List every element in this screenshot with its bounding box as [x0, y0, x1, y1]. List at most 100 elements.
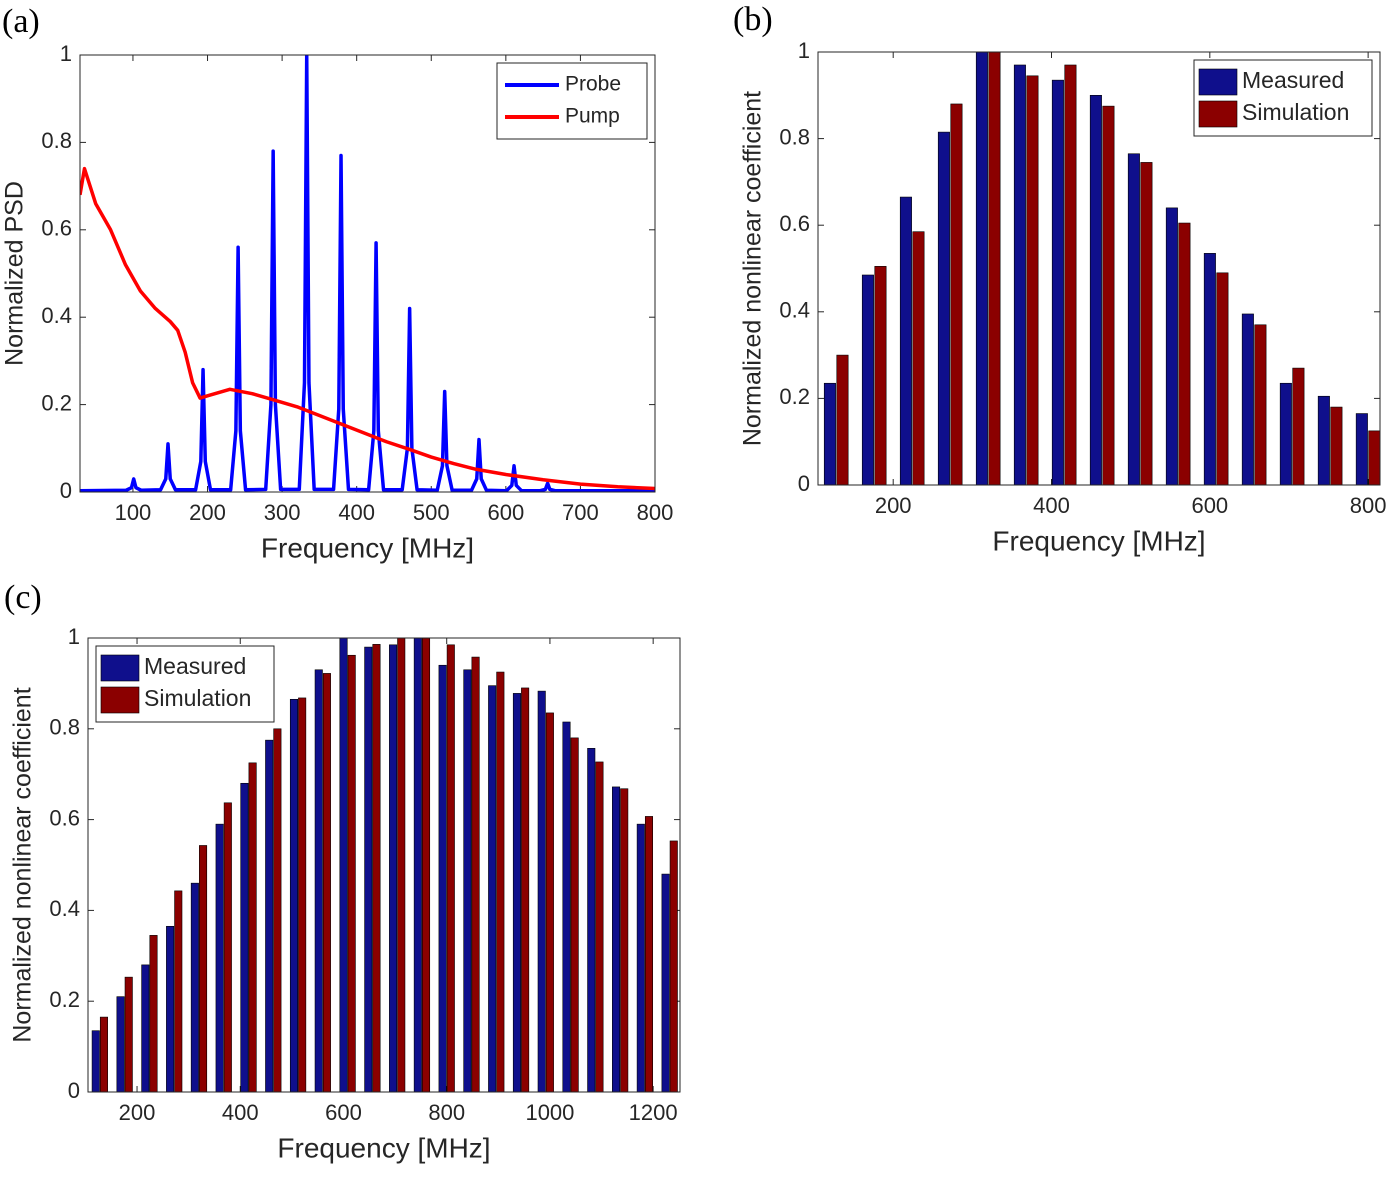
plot-marks: [823, 52, 1380, 485]
y-tick-label: 1: [798, 38, 810, 63]
bar: [99, 1016, 108, 1092]
bar: [347, 654, 356, 1092]
bar: [413, 638, 422, 1092]
x-axis-label: Frequency [MHz]: [992, 525, 1205, 556]
x-tick-label: 200: [119, 1100, 156, 1125]
bar: [1127, 153, 1140, 485]
x-tick-label: 200: [875, 493, 912, 518]
x-tick-label: 600: [487, 500, 524, 525]
bar: [562, 721, 571, 1092]
x-tick-label: 400: [338, 500, 375, 525]
bar: [298, 697, 307, 1092]
bar: [372, 644, 381, 1092]
x-axis-label: Frequency [MHz]: [261, 532, 474, 563]
legend-swatch: [100, 686, 140, 714]
x-tick-label: 800: [428, 1100, 465, 1125]
bar: [1317, 395, 1330, 485]
y-tick-label: 1: [68, 624, 80, 649]
bar: [488, 685, 497, 1092]
bar: [422, 638, 431, 1092]
bar: [364, 646, 373, 1092]
x-tick-label: 400: [1033, 493, 1070, 518]
plot-frame: [79, 54, 656, 493]
y-tick-label: 0.6: [41, 216, 72, 241]
bar: [587, 748, 596, 1092]
bar: [975, 52, 988, 485]
bar: [620, 788, 629, 1092]
x-tick-label: 700: [562, 500, 599, 525]
bar: [874, 266, 887, 485]
bar: [521, 687, 530, 1092]
bar: [141, 964, 150, 1092]
bar: [545, 712, 554, 1092]
y-axis-label: Normalized PSD: [1, 181, 29, 366]
bar: [199, 845, 208, 1092]
legend-label: Simulation: [1242, 99, 1349, 125]
y-tick-label: 0.8: [41, 128, 72, 153]
bar: [1051, 79, 1064, 485]
bar: [265, 739, 274, 1092]
bar: [1241, 313, 1254, 485]
legend-label: Pump: [565, 105, 620, 128]
bar: [124, 976, 133, 1092]
y-tick-label: 0.8: [49, 715, 80, 740]
bar: [537, 690, 546, 1092]
bar: [322, 673, 331, 1092]
plot-frame: [87, 637, 681, 1093]
plot-marks: [91, 638, 678, 1092]
line-series: [80, 55, 655, 492]
legend-box: [496, 62, 648, 140]
bar: [1140, 162, 1153, 485]
x-tick-label: 800: [1350, 493, 1387, 518]
bar: [174, 890, 183, 1092]
x-tick-label: 400: [222, 1100, 259, 1125]
y-tick-label: 0.2: [49, 987, 80, 1012]
bar: [1292, 367, 1305, 485]
bar: [1102, 105, 1115, 485]
legend-swatch: [1198, 68, 1238, 96]
bar: [937, 131, 950, 485]
bar: [1089, 95, 1102, 485]
y-tick-label: 1: [60, 41, 72, 66]
x-tick-label: 300: [264, 500, 301, 525]
bar: [273, 728, 282, 1092]
line-series: [80, 166, 655, 491]
bar: [116, 996, 125, 1092]
bar: [1203, 253, 1216, 485]
bar: [149, 935, 158, 1092]
bar: [91, 1030, 100, 1092]
legend-label: Measured: [144, 653, 246, 679]
bar: [248, 762, 257, 1092]
bar: [438, 664, 447, 1092]
legend-label: Measured: [1242, 67, 1344, 93]
plot-frame: [817, 51, 1381, 486]
bar: [950, 103, 963, 485]
y-tick-label: 0.6: [779, 211, 810, 236]
x-tick-label: 800: [637, 500, 674, 525]
legend-swatch: [100, 654, 140, 682]
x-tick-label: 200: [189, 500, 226, 525]
panel-label: (a): [2, 3, 40, 40]
bar: [1355, 413, 1368, 485]
bar: [1013, 64, 1026, 485]
y-axis-label: Normalized nonlinear coefficient: [739, 91, 767, 446]
bar: [570, 737, 579, 1092]
bar: [223, 802, 232, 1092]
bar: [1178, 222, 1191, 485]
y-tick-label: 0: [798, 471, 810, 496]
bar: [166, 925, 175, 1092]
bar: [1026, 75, 1039, 485]
bar: [512, 693, 521, 1092]
bar: [314, 669, 323, 1092]
legend-label: Simulation: [144, 685, 251, 711]
bar: [240, 782, 249, 1092]
bar: [1064, 64, 1077, 485]
y-tick-label: 0.4: [41, 303, 72, 328]
x-tick-label: 500: [413, 500, 450, 525]
y-tick-label: 0.2: [779, 384, 810, 409]
x-tick-label: 1200: [629, 1100, 678, 1125]
y-tick-label: 0.8: [779, 124, 810, 149]
bar: [190, 882, 199, 1092]
y-axis-label: Normalized nonlinear coefficient: [9, 687, 37, 1042]
legend-label: Probe: [565, 73, 621, 96]
